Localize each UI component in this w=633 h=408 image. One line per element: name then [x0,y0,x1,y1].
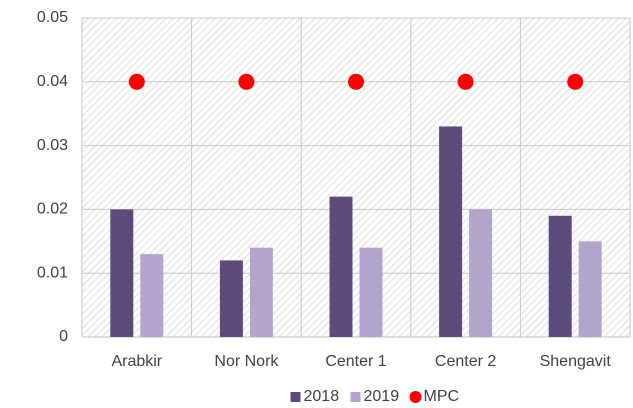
bar [578,241,602,337]
marker [457,73,474,90]
marker [348,73,364,90]
x-tick-label: Shengavit [540,353,612,370]
legend-label: 2019 [364,388,400,405]
bar [110,209,134,337]
y-tick-label: 0.03 [37,137,68,154]
y-tick-label: 0.02 [37,201,68,218]
bar [329,196,353,337]
marker [128,73,145,90]
x-tick-label: Center 2 [435,353,496,370]
y-tick-label: 0.01 [37,264,68,281]
legend-swatch [350,392,361,402]
bar [359,247,383,337]
bar [548,215,572,337]
y-tick-label: 0.04 [37,73,68,90]
bar [439,126,463,338]
y-tick-label: 0 [59,328,68,345]
legend-label: MPC [424,388,460,405]
marker [238,73,255,90]
bar [140,254,164,337]
bar [219,260,243,337]
legend-swatch [290,392,301,402]
marker [567,73,584,90]
x-tick-label: Nor Nork [214,353,279,370]
bar [469,209,493,337]
x-tick-label: Center 1 [325,353,386,370]
x-tick-label: Arabkir [111,353,162,370]
plot-area [82,18,630,337]
legend-swatch [409,391,422,403]
y-tick-label: 0.05 [37,9,68,26]
bar [249,247,273,337]
legend-label: 2018 [304,388,340,405]
